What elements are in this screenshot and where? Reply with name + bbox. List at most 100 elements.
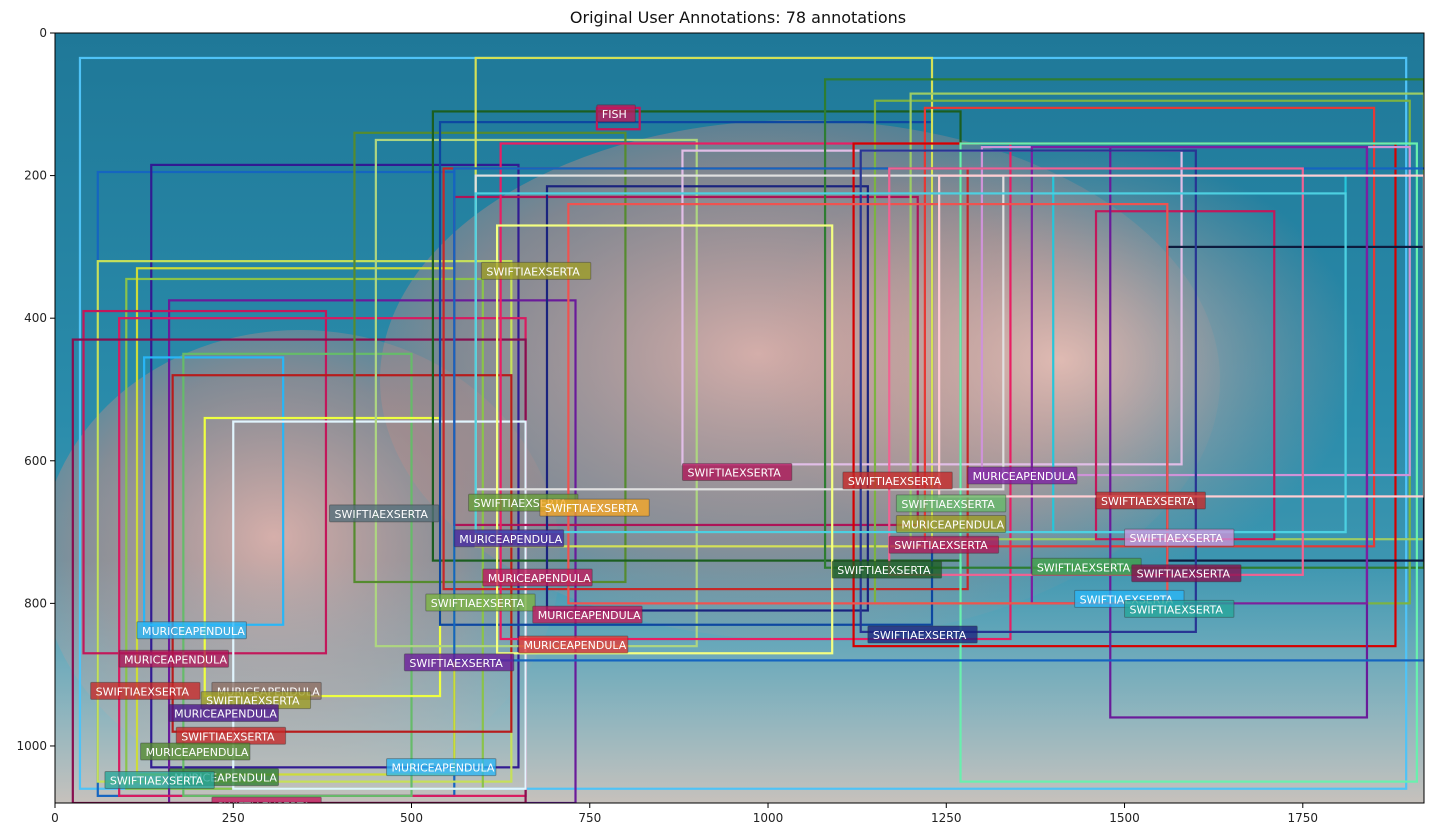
annotation-label: SWIFTIAEXSERTA	[335, 508, 429, 521]
annotation-tag: SWIFTIAEXSERTA	[1124, 599, 1235, 618]
annotation-tag: SWIFTIAEXSERTA	[539, 498, 650, 517]
x-tick-label: 1250	[931, 811, 962, 825]
plot-area: FISH SWIFTIAEXSERTA SWIFTIAEXSERTA SWIFTIAE…	[55, 33, 1424, 813]
annotation-tag: MURICEAPENDULA	[517, 635, 629, 654]
annotation-label-bg	[211, 796, 322, 803]
annotation-label: SWIFTIAEXSERTA	[409, 657, 503, 670]
coral-fan-right	[760, 140, 1360, 580]
annotation-box	[859, 149, 1197, 633]
annotation-tag: SWIFTIAEXSERTA	[842, 471, 953, 490]
annotation-tag: MURICEAPENDULA	[118, 649, 230, 668]
annotation-label-bg	[895, 494, 1007, 513]
annotation-tag: SWIFTIAEXSERTA	[1031, 557, 1142, 576]
annotation-label: SWIFTIAEXSERTA	[837, 564, 931, 577]
annotation-label: SWIFTIAEXSERTA	[1101, 495, 1195, 508]
x-tick-label: 750	[578, 811, 601, 825]
y-tick-label: 800	[24, 596, 47, 610]
annotation-tag: SWIFTIAEXSERTA	[888, 535, 1000, 554]
annotation-tag: SWIFTIAEXSERTA	[1095, 491, 1206, 510]
annotation-label-bg	[867, 625, 978, 644]
annotation-label-bg	[539, 498, 650, 517]
annotation-tag: SWIFTIAEXSERTA	[681, 462, 793, 481]
annotation-tag: SWIFTIAEXSERTA	[895, 494, 1007, 513]
y-tick-label: 200	[24, 169, 47, 183]
annotation-label-bg	[136, 621, 247, 640]
annotation-label: SWIFTIAEXSERTA	[848, 475, 942, 488]
annotation-box	[182, 352, 413, 797]
annotation-label: SWIFTIAEXSERTA	[901, 498, 995, 511]
annotation-label: SWIFTIAEXSERTA	[687, 466, 781, 479]
annotation-label: SWIFTIAEXSERTA	[96, 685, 190, 698]
annotation-label: MURICEAPENDULA	[488, 572, 591, 585]
annotation-label: MURICEAPENDULA	[538, 609, 641, 622]
annotation-tag: SWIFTIAEXSERTA	[480, 261, 592, 280]
x-tick-label: 0	[51, 811, 59, 825]
annotation-label-bg	[118, 649, 230, 668]
annotation-label: SWIFTIAEXSERTA	[545, 502, 639, 515]
annotation-label: SWIFTIAEXSERTA	[873, 629, 967, 642]
annotation-label-bg	[482, 568, 593, 587]
annotation-tag: SWIFTIAEXSERTA	[1124, 528, 1235, 547]
x-tick-label: 1000	[753, 811, 784, 825]
annotation-label: FISH	[602, 108, 627, 121]
annotation-tag: SWIFTIAEXSERTA	[104, 770, 215, 789]
annotation-label: SWIFTIAEXSERTA	[1130, 603, 1224, 616]
x-tick-label: 500	[400, 811, 423, 825]
annotation-label-bg	[140, 742, 251, 761]
annotation-label-bg	[842, 471, 953, 490]
annotation-layer: FISH SWIFTIAEXSERTA SWIFTIAEXSERTA SWIFTIAE…	[71, 56, 1424, 813]
annotation-label: SWIFTIAEXSERTA	[894, 539, 988, 552]
annotation-label: MURICEAPENDULA	[142, 625, 245, 638]
annotation-tag: MURICEAPENDULA	[532, 605, 643, 624]
annotation-label-bg	[90, 681, 201, 700]
annotation-label-bg	[831, 560, 943, 579]
annotation-label: SWIFTIAEXSERTA	[1137, 568, 1231, 581]
annotation-tag: MURICEAPENDULA	[453, 529, 565, 548]
annotation-label: MURICEAPENDULA	[392, 762, 495, 775]
annotation-tag: MURICEAPENDULA	[136, 621, 247, 640]
annotation-label: MURICEAPENDULA	[459, 533, 562, 546]
annotation-label-bg	[517, 635, 629, 654]
annotation-box	[150, 163, 520, 769]
x-axis: 0 250 500 750 1000 1250 1500 1750	[51, 803, 1318, 825]
annotation-label-bg	[104, 770, 215, 789]
y-axis: 0 200 400 600 800 1000	[16, 26, 55, 753]
annotation-label-bg	[403, 653, 515, 672]
annotation-label-bg	[1124, 599, 1235, 618]
annotation-label: SWIFTIAEXSERTA	[110, 774, 204, 787]
annotation-label: MURICEAPENDULA	[174, 707, 277, 720]
annotation-box	[923, 106, 1376, 548]
y-tick-label: 0	[39, 26, 47, 40]
annotation-label: MURICEAPENDULA	[973, 470, 1076, 483]
annotation-box	[495, 224, 834, 655]
annotation-label: SWIFTIAEXSERTA	[217, 800, 311, 813]
annotation-label-bg	[967, 466, 1078, 485]
annotation-tag: SWIFTIAEXSERTA	[329, 504, 440, 523]
annotation-box	[167, 299, 577, 803]
annotation-tag: SWIFTIAEXSERTA	[425, 593, 536, 612]
annotation-box	[959, 142, 1418, 783]
annotation-tag: MURICEAPENDULA	[140, 742, 251, 761]
annotation-box	[567, 203, 1169, 605]
annotation-tag: MURICEAPENDULA	[967, 466, 1078, 485]
annotation-tag: MURICEAPENDULA	[482, 568, 593, 587]
plot-frame	[54, 32, 1425, 804]
annotation-label: SWIFTIAEXSERTA	[486, 265, 580, 278]
x-tick-label: 250	[222, 811, 245, 825]
annotation-box	[499, 142, 1012, 641]
annotation-tag: MURICEAPENDULA	[168, 703, 279, 722]
annotation-label: SWIFTIAEXSERTA	[206, 695, 300, 708]
annotation-label: SWIFTIAEXSERTA	[1037, 561, 1131, 574]
annotation-tag: SWIFTIAEXSERTA	[403, 653, 515, 672]
annotation-label-bg	[168, 703, 279, 722]
annotation-label-bg	[453, 529, 565, 548]
annotation-label: MURICEAPENDULA	[523, 639, 626, 652]
annotation-tag: MURICEAPENDULA	[386, 758, 497, 777]
chart-title: Original User Annotations: 78 annotation…	[570, 8, 906, 27]
annotation-label-bg	[1095, 491, 1206, 510]
annotation-tag: MURICEAPENDULA	[895, 515, 1007, 534]
x-tick-label: 1750	[1288, 811, 1319, 825]
annotation-label: SWIFTIAEXSERTA	[1130, 532, 1224, 545]
y-tick-label: 400	[24, 311, 47, 325]
